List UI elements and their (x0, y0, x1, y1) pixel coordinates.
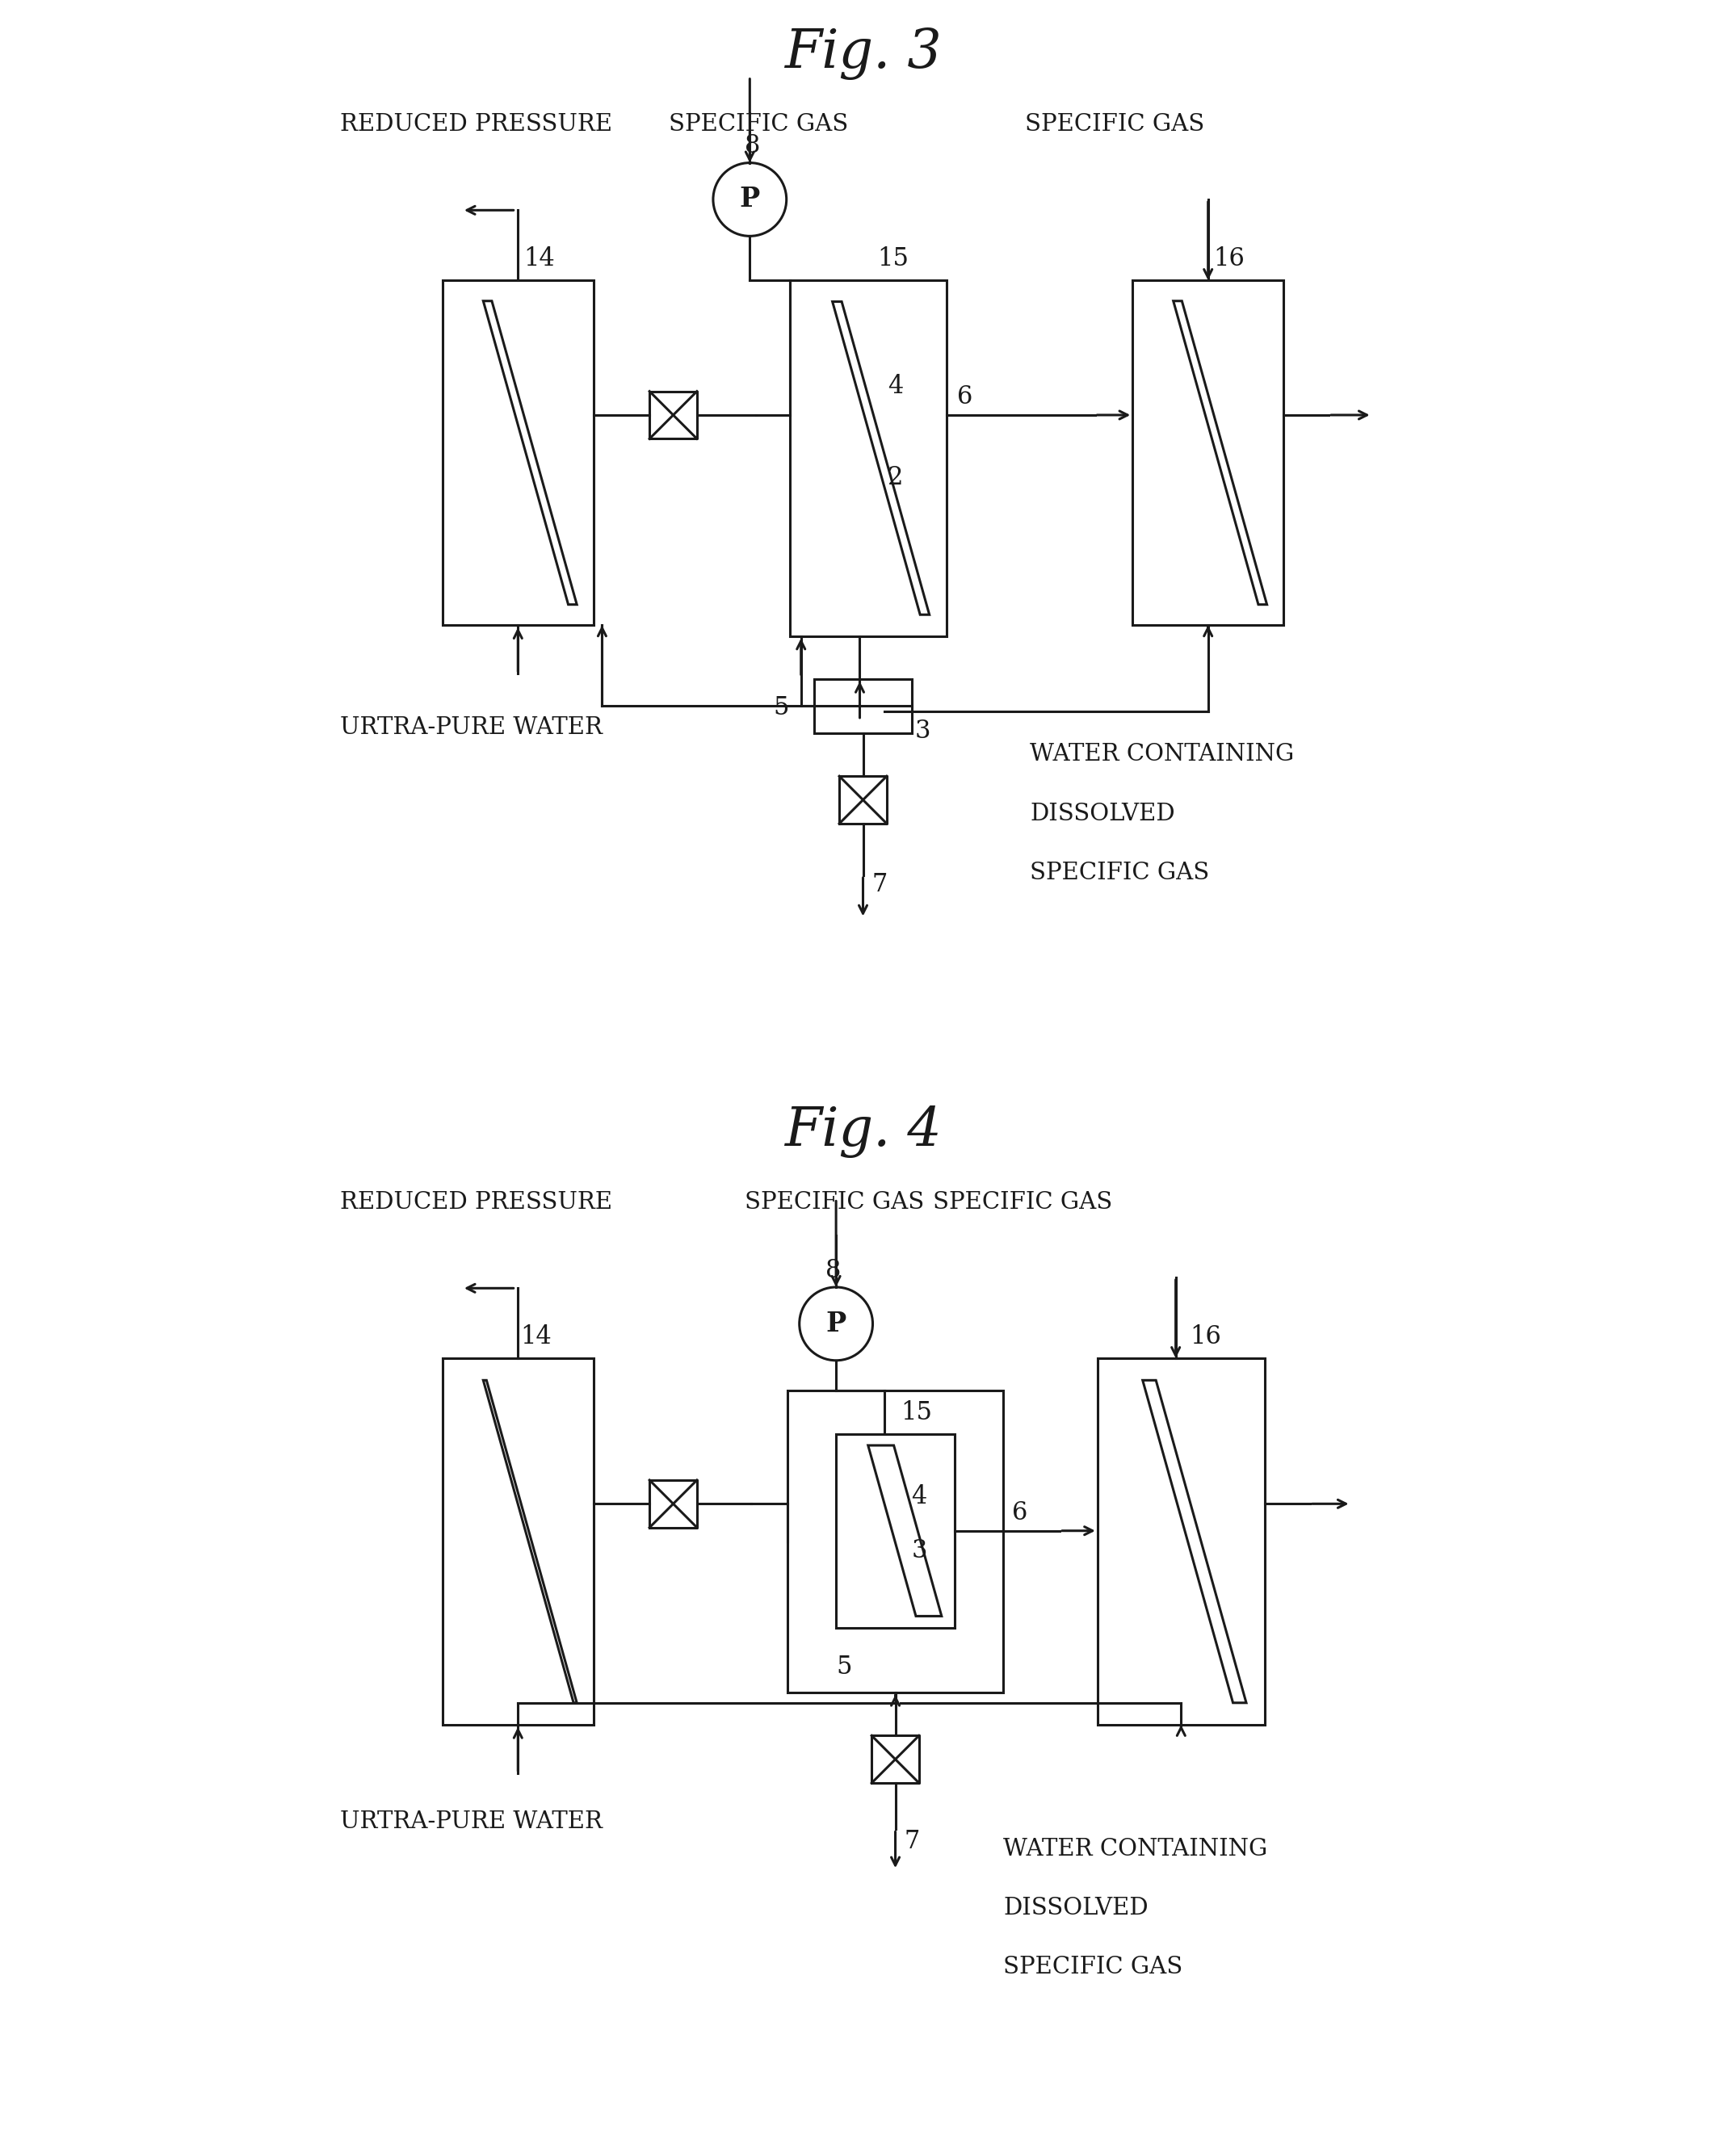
Text: 6: 6 (1011, 1501, 1027, 1526)
Text: SPECIFIC GAS: SPECIFIC GAS (1025, 112, 1205, 136)
Text: SPECIFIC GAS: SPECIFIC GAS (1003, 1955, 1182, 1979)
Text: 2: 2 (887, 466, 903, 492)
Text: Fig. 4: Fig. 4 (784, 1104, 942, 1158)
Text: P: P (739, 185, 759, 213)
Text: 5: 5 (835, 1654, 853, 1680)
Bar (791, 280, 946, 636)
Text: 5: 5 (773, 694, 789, 720)
Text: 3: 3 (911, 1537, 927, 1563)
Text: REDUCED PRESSURE: REDUCED PRESSURE (340, 112, 613, 136)
Text: WATER CONTAINING: WATER CONTAINING (1030, 744, 1294, 765)
Text: 8: 8 (825, 1257, 841, 1283)
Text: Fig. 3: Fig. 3 (784, 26, 942, 80)
Text: 4: 4 (887, 373, 903, 399)
Text: DISSOLVED: DISSOLVED (1003, 1897, 1148, 1919)
Bar (1098, 1358, 1265, 1725)
Text: 7: 7 (904, 1828, 920, 1854)
Bar (815, 679, 911, 733)
Text: DISSOLVED: DISSOLVED (1030, 802, 1175, 826)
Text: 15: 15 (877, 246, 908, 272)
Text: 4: 4 (911, 1483, 927, 1509)
Text: REDUCED PRESSURE: REDUCED PRESSURE (340, 1190, 613, 1214)
Bar (787, 1391, 1003, 1692)
Text: SPECIFIC GAS: SPECIFIC GAS (1030, 862, 1210, 884)
Text: 8: 8 (744, 134, 759, 157)
Text: URTRA-PURE WATER: URTRA-PURE WATER (340, 716, 602, 740)
Bar (1132, 280, 1284, 625)
Text: 7: 7 (872, 871, 887, 897)
Text: SPECIFIC GAS: SPECIFIC GAS (934, 1190, 1113, 1214)
Text: SPECIFIC GAS: SPECIFIC GAS (670, 112, 849, 136)
Bar (835, 1434, 954, 1628)
Text: 3: 3 (915, 718, 930, 744)
Text: 14: 14 (523, 246, 554, 272)
Text: SPECIFIC GAS: SPECIFIC GAS (744, 1190, 923, 1214)
Text: 6: 6 (958, 384, 973, 410)
Text: WATER CONTAINING: WATER CONTAINING (1003, 1837, 1267, 1861)
Text: 15: 15 (901, 1399, 932, 1425)
Bar (442, 1358, 594, 1725)
Text: P: P (825, 1311, 846, 1337)
Text: URTRA-PURE WATER: URTRA-PURE WATER (340, 1811, 602, 1833)
Text: 16: 16 (1213, 246, 1244, 272)
Text: 14: 14 (520, 1324, 551, 1350)
Bar (442, 280, 594, 625)
Text: 16: 16 (1189, 1324, 1220, 1350)
